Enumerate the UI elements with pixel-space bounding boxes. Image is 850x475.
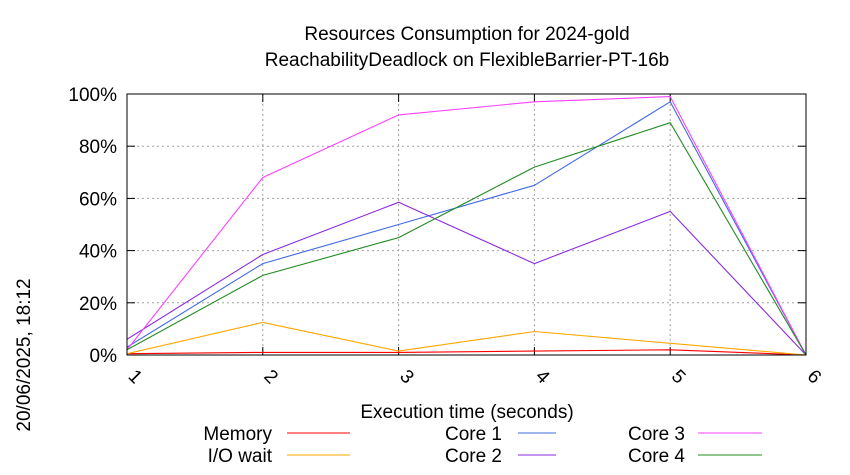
- grid-lines: [127, 94, 806, 355]
- series-line-core-2: [126, 201, 807, 356]
- y-tick-label: 40%: [79, 242, 117, 263]
- plot-border: [126, 93, 807, 356]
- x-axis: 1 2 3 4 5 6: [124, 94, 825, 389]
- y-axis: 0% 20% 40% 60% 80% 100%: [68, 85, 806, 367]
- series-line-i-o-wait: [126, 321, 807, 356]
- chart-subtitle: ReachabilityDeadlock on FlexibleBarrier-…: [265, 50, 669, 71]
- x-axis-label: Execution time (seconds): [360, 402, 573, 423]
- x-tick-label: 6: [803, 366, 825, 388]
- x-tick-label: 4: [531, 366, 554, 389]
- legend-label: Core 1: [445, 424, 502, 445]
- y-tick-label: 80%: [79, 137, 117, 158]
- timestamp-label: 20/06/2025, 18:12: [14, 278, 35, 431]
- series-lines: [126, 96, 807, 356]
- series-line-core-3: [126, 96, 807, 356]
- y-tick-label: 60%: [79, 189, 117, 210]
- legend-label: Core 3: [628, 424, 685, 445]
- x-tick-label: 1: [124, 366, 146, 388]
- chart-title: Resources Consumption for 2024-gold: [304, 24, 629, 45]
- series-line-core-1: [126, 101, 807, 356]
- legend-label: Memory: [203, 424, 272, 445]
- legend-label: Core 4: [628, 446, 685, 467]
- legend-label: Core 2: [445, 446, 502, 467]
- x-tick-label: 3: [395, 366, 417, 388]
- series-line-core-4: [126, 122, 807, 356]
- x-tick-label: 5: [667, 366, 689, 388]
- series-line-memory: [126, 349, 807, 356]
- x-tick-label: 2: [260, 366, 282, 388]
- y-tick-label: 20%: [79, 294, 117, 315]
- y-tick-label: 100%: [68, 85, 117, 106]
- legend-label: I/O wait: [208, 446, 273, 467]
- y-tick-label: 0%: [90, 346, 118, 367]
